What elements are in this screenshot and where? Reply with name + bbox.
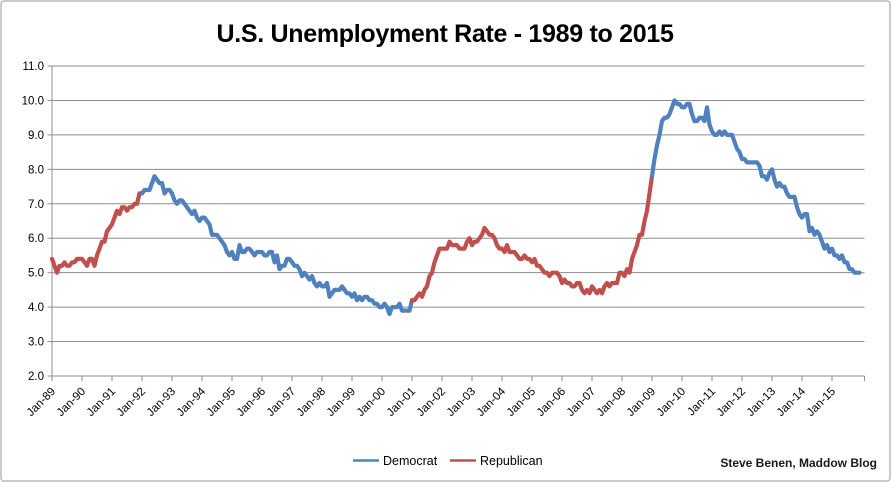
chart-title: U.S. Unemployment Rate - 1989 to 2015 <box>216 20 674 48</box>
series-line-democrat <box>649 98 862 275</box>
series-line-republican <box>409 174 655 303</box>
attribution: Steve Benen, Maddow Blog <box>720 456 877 470</box>
y-tick-label: 3.0 <box>28 337 44 349</box>
y-tick-label: 2.0 <box>28 371 44 383</box>
legend-label-republican: Republican <box>480 454 543 468</box>
series-line-republican <box>49 191 145 275</box>
y-tick-label: 7.0 <box>28 199 44 211</box>
legend-label-democrat: Democrat <box>383 454 438 468</box>
y-tick-label: 5.0 <box>28 268 44 280</box>
y-tick-label: 10.0 <box>22 95 44 107</box>
legend: Democrat Republican <box>353 454 543 468</box>
y-tick-label: 6.0 <box>28 233 44 245</box>
y-tick-label: 4.0 <box>28 302 44 314</box>
y-tick-label: 11.0 <box>22 61 44 73</box>
y-tick-label: 9.0 <box>28 130 44 142</box>
y-tick-label: 8.0 <box>28 164 44 176</box>
series-line-democrat <box>139 174 415 317</box>
